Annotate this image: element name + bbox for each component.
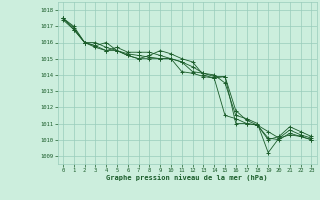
X-axis label: Graphe pression niveau de la mer (hPa): Graphe pression niveau de la mer (hPa)	[107, 175, 268, 181]
